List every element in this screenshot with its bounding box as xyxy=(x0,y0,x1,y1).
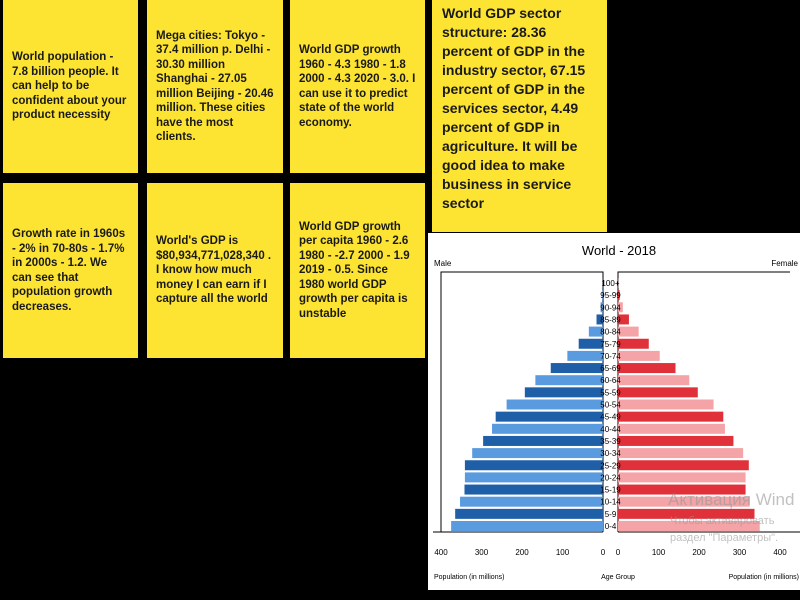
age-group-label: 20-24 xyxy=(600,473,621,482)
male-bar xyxy=(602,290,603,301)
note-world-gdp: World's GDP is $80,934,771,028,340 . I k… xyxy=(147,183,283,358)
note-gdp-sector: World GDP sector structure: 28.36 percen… xyxy=(432,0,607,232)
male-bar xyxy=(464,472,603,483)
male-bar xyxy=(495,411,603,422)
female-bar xyxy=(618,484,746,495)
female-bar xyxy=(618,472,746,483)
age-group-label: 40-44 xyxy=(600,425,621,434)
female-bar xyxy=(618,496,750,507)
x-tick-label-male: 100 xyxy=(556,548,570,557)
female-bar xyxy=(618,363,676,374)
note-mega-cities: Mega cities: Tokyo - 37.4 million p. Del… xyxy=(147,0,283,173)
note-world-population: World population - 7.8 billion people. I… xyxy=(3,0,138,173)
age-group-label: 0-4 xyxy=(605,522,617,531)
watermark-line3: раздел "Параметры". xyxy=(670,532,778,544)
x-axis-label-right: Population (in millions) xyxy=(729,574,799,581)
male-bar xyxy=(492,423,603,434)
x-tick-label-female: 0 xyxy=(616,548,621,557)
age-group-label: 25-29 xyxy=(600,461,621,470)
age-group-label: 15-19 xyxy=(600,486,621,495)
age-group-label: 100+ xyxy=(601,279,619,288)
age-group-label: 85-89 xyxy=(600,315,621,324)
female-bar xyxy=(618,399,714,410)
x-axis-label-left: Population (in millions) xyxy=(434,574,504,581)
note-growth-rate: Growth rate in 1960s - 2% in 70-80s - 1.… xyxy=(3,183,138,358)
note-gdp-growth: World GDP growth 1960 - 4.3 1980 - 1.8 2… xyxy=(290,0,425,173)
age-group-label: 50-54 xyxy=(600,401,621,410)
age-group-label: 80-84 xyxy=(600,328,621,337)
chart-title: World - 2018 xyxy=(582,243,656,258)
female-bar xyxy=(618,508,755,519)
x-tick-label-male: 300 xyxy=(475,548,489,557)
age-group-label: 35-39 xyxy=(600,437,621,446)
female-bar xyxy=(618,411,724,422)
male-bar xyxy=(588,326,603,337)
female-label: Female xyxy=(771,259,798,268)
age-group-label: 65-69 xyxy=(600,364,621,373)
age-group-label: 30-34 xyxy=(600,449,621,458)
x-tick-label-male: 0 xyxy=(601,548,606,557)
female-bar xyxy=(618,338,649,349)
age-group-label: 60-64 xyxy=(600,376,621,385)
x-tick-label-female: 100 xyxy=(652,548,666,557)
male-bar xyxy=(596,314,603,325)
female-bar xyxy=(618,326,639,337)
male-bar xyxy=(455,508,603,519)
note-gdp-per-capita: World GDP growth per capita 1960 - 2.6 1… xyxy=(290,183,425,358)
female-bar xyxy=(618,387,698,398)
male-bar xyxy=(567,350,603,361)
age-group-label: 5-9 xyxy=(605,510,617,519)
male-bar xyxy=(451,521,603,531)
male-bar xyxy=(524,387,603,398)
population-pyramid-chart: World - 2018 Male Female Population (in … xyxy=(428,233,800,590)
female-bar xyxy=(618,290,620,301)
male-bar xyxy=(472,448,603,459)
male-bar xyxy=(464,484,603,495)
female-bar xyxy=(618,423,725,434)
female-bar xyxy=(618,435,734,446)
female-bar xyxy=(618,314,629,325)
female-bar xyxy=(618,448,744,459)
age-group-label: 90-94 xyxy=(600,303,621,312)
female-bar xyxy=(618,460,749,471)
male-bar xyxy=(550,363,603,374)
male-bar xyxy=(506,399,603,410)
x-tick-label-female: 300 xyxy=(733,548,747,557)
x-tick-label-female: 400 xyxy=(773,548,787,557)
male-bar xyxy=(600,302,603,313)
age-group-label: 75-79 xyxy=(600,340,621,349)
male-bar xyxy=(535,375,603,386)
male-bar xyxy=(483,435,603,446)
female-bar xyxy=(618,375,690,386)
female-bar xyxy=(618,302,623,313)
center-axis-label: Age Group xyxy=(601,574,635,581)
x-tick-label-male: 400 xyxy=(434,548,448,557)
male-bar xyxy=(460,496,603,507)
female-bar xyxy=(618,350,660,361)
age-group-label: 45-49 xyxy=(600,413,621,422)
watermark-line2: Чтобы активировать xyxy=(670,515,775,527)
x-tick-label-male: 200 xyxy=(515,548,529,557)
age-group-label: 70-74 xyxy=(600,352,621,361)
watermark-line1: Активация Wind xyxy=(668,490,794,509)
male-label: Male xyxy=(434,259,452,268)
age-group-label: 95-99 xyxy=(600,291,621,300)
age-group-label: 10-14 xyxy=(600,498,621,507)
x-tick-label-female: 200 xyxy=(692,548,706,557)
male-bar xyxy=(464,460,603,471)
chart-svg: World - 2018 Male Female Population (in … xyxy=(433,243,800,581)
age-group-label: 55-59 xyxy=(600,388,621,397)
female-bar xyxy=(618,521,760,531)
male-bar xyxy=(578,338,603,349)
